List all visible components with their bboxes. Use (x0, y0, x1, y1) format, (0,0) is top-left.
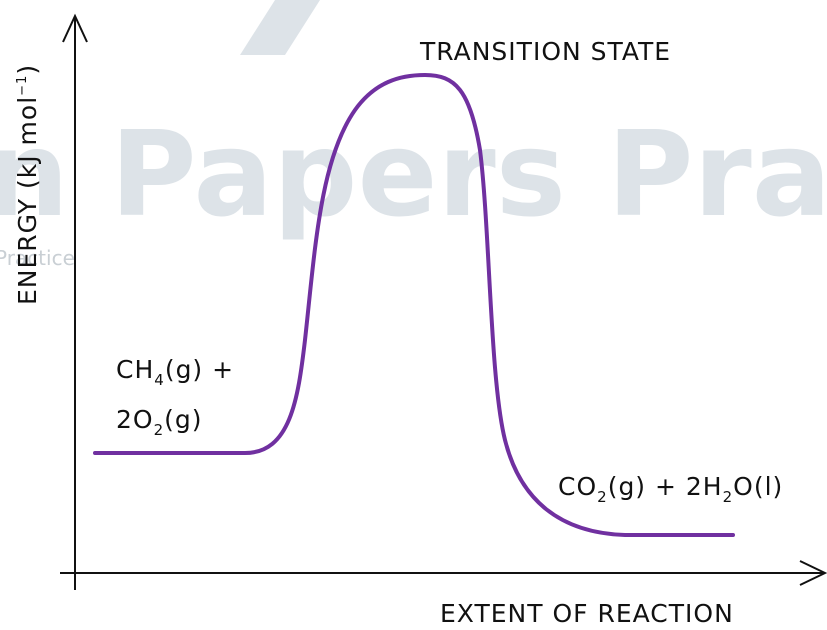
y-axis-label: ENERGY (kJ mol−1) (13, 64, 42, 305)
formula-part: 2O (116, 405, 154, 434)
y-axis-arrow (62, 13, 88, 43)
reactants-line1: CH4(g) + (116, 355, 234, 389)
subscript: 4 (154, 371, 165, 389)
formula-part: O(l) (733, 472, 783, 501)
formula-part: CH (116, 355, 154, 384)
subscript: 2 (723, 488, 734, 506)
y-label-end: ) (13, 64, 42, 75)
products-label: CO2(g) + 2H2O(l) (558, 472, 783, 506)
formula-part: (g) + 2H (608, 472, 723, 501)
y-label-text: ENERGY (kJ mol (13, 96, 42, 305)
formula-part: CO (558, 472, 597, 501)
y-label-superscript: −1 (15, 75, 30, 96)
formula-part: (g) + (165, 355, 234, 384)
x-axis-label: EXTENT OF REACTION (440, 599, 734, 628)
formula-part: (g) (164, 405, 202, 434)
transition-state-label: TRANSITION STATE (419, 37, 671, 66)
reactants-line2: 2O2(g) (116, 405, 203, 439)
subscript: 2 (154, 421, 165, 439)
watermark-small: Practice (0, 246, 75, 270)
subscript: 2 (597, 488, 608, 506)
watermark-logo (240, 0, 320, 55)
energy-curve (93, 72, 735, 537)
watermark: n Papers Practice (0, 105, 827, 243)
x-axis-arrow (799, 560, 827, 586)
